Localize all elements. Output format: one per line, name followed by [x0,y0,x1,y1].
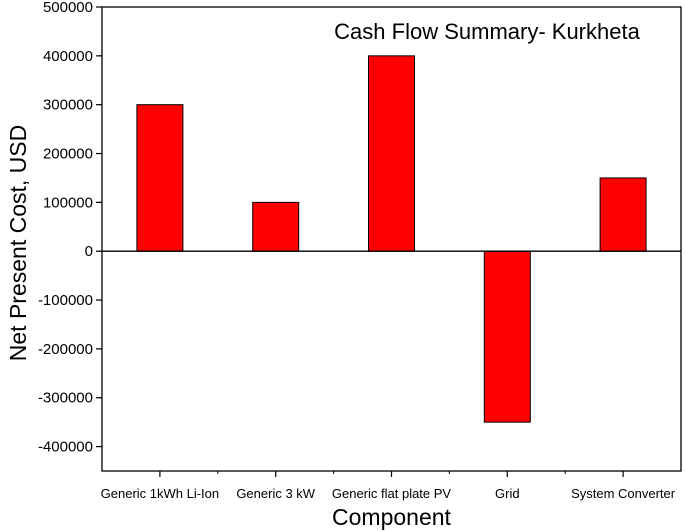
x-tick-label-0: Generic 1kWh Li-Ion [101,486,220,501]
bar-4 [599,177,647,252]
bar-1 [252,201,300,252]
y-tick-label-5: 0 [85,243,93,260]
x-tick-label-2: Generic flat plate PV [332,486,452,501]
x-axis-title: Component [332,504,452,530]
x-tick-label-1: Generic 3 kW [236,486,315,501]
bar-0 [136,104,184,252]
y-tick-label-8: -300000 [38,390,93,407]
y-tick-label-6: -100000 [38,292,93,309]
y-tick-label-9: -400000 [38,439,93,456]
x-tick-label-4: System Converter [571,486,676,501]
y-tick-label-3: 200000 [43,146,93,163]
y-tick-label-2: 300000 [43,97,93,114]
y-tick-label-4: 100000 [43,194,93,211]
x-ticks-group: Generic 1kWh Li-Ion Generic 3 kW Generic f… [101,471,676,501]
x-tick-label-3: Grid [495,486,520,501]
y-tick-label-1: 400000 [43,48,93,65]
chart-title: Cash Flow Summary- Kurkheta [334,19,640,44]
y-tick-label-7: -200000 [38,341,93,358]
bar-2 [368,55,415,252]
plot-frame [101,6,682,472]
y-ticks-group: 500000 400000 300000 200000 100000 0 -100000 -2… [38,0,102,456]
y-tick-label-0: 500000 [43,0,93,16]
bar-3 [483,250,531,423]
bars-group [136,55,647,423]
y-axis-title: Net Present Cost, USD [5,125,31,361]
